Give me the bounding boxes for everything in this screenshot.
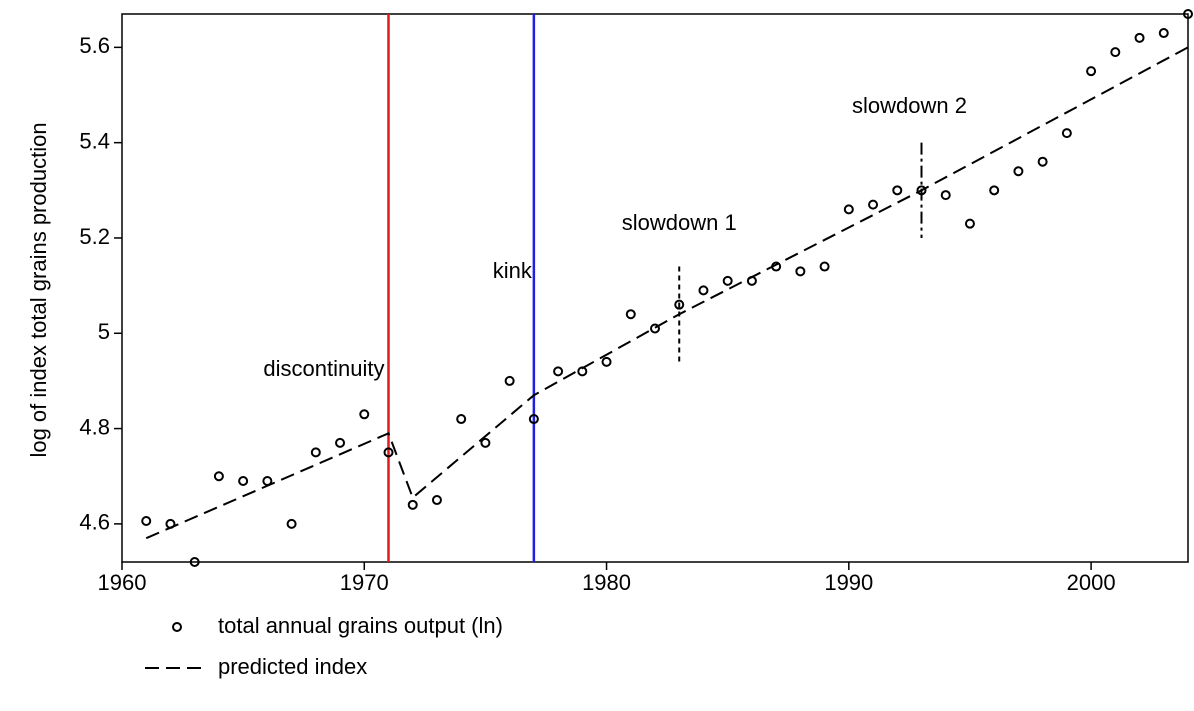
data-point xyxy=(868,199,879,210)
x-tick-label: 1980 xyxy=(582,570,631,595)
data-point xyxy=(1013,166,1024,177)
data-point xyxy=(189,557,200,567)
data-point xyxy=(989,185,1000,196)
data-point xyxy=(431,495,442,506)
data-point xyxy=(504,375,515,386)
legend-symbol xyxy=(172,622,182,632)
data-point xyxy=(213,471,224,482)
data-point xyxy=(335,437,346,448)
data-point xyxy=(746,275,757,286)
data-point xyxy=(310,447,321,458)
data-point xyxy=(286,518,297,529)
data-point xyxy=(601,356,612,367)
data-point xyxy=(722,275,733,286)
data-point xyxy=(359,409,370,420)
data-point xyxy=(528,414,539,425)
y-tick-label: 4.8 xyxy=(79,414,110,439)
data-point xyxy=(843,204,854,215)
x-tick-label: 2000 xyxy=(1067,570,1116,595)
data-point xyxy=(964,218,975,229)
y-tick-label: 5.6 xyxy=(79,33,110,58)
x-tick-label: 1960 xyxy=(98,570,147,595)
data-point xyxy=(795,266,806,277)
data-point xyxy=(238,475,249,486)
data-point xyxy=(141,516,152,527)
data-point xyxy=(553,366,564,377)
data-point xyxy=(674,299,685,310)
data-point xyxy=(650,323,660,334)
data-point xyxy=(1134,32,1145,43)
data-point xyxy=(1086,66,1097,77)
event-label: kink xyxy=(493,258,533,283)
data-point xyxy=(1158,28,1169,39)
y-tick-label: 5 xyxy=(98,319,110,344)
data-point xyxy=(1037,156,1048,167)
data-point xyxy=(1061,128,1072,139)
event-label: slowdown 2 xyxy=(852,93,967,118)
x-tick-label: 1990 xyxy=(824,570,873,595)
x-tick-label: 1970 xyxy=(340,570,389,595)
data-point xyxy=(771,261,782,272)
legend-label: predicted index xyxy=(218,654,367,679)
predicted-line xyxy=(145,46,1189,540)
plot-frame xyxy=(121,13,1189,563)
legend-label: total annual grains output (ln) xyxy=(218,613,503,638)
data-point xyxy=(940,190,951,201)
data-point xyxy=(892,185,903,196)
data-point xyxy=(1183,9,1193,19)
y-axis-label: log of index total grains production xyxy=(26,122,51,457)
data-point xyxy=(625,309,636,320)
data-point xyxy=(262,475,273,486)
data-point xyxy=(1110,47,1121,58)
data-point xyxy=(456,414,467,425)
data-point xyxy=(480,437,491,448)
data-point xyxy=(916,185,927,196)
data-point xyxy=(165,518,176,529)
y-tick-label: 5.4 xyxy=(79,128,110,153)
data-point xyxy=(819,261,830,272)
y-tick-label: 5.2 xyxy=(79,224,110,249)
event-label: slowdown 1 xyxy=(622,210,737,235)
data-point xyxy=(383,447,394,458)
event-label: discontinuity xyxy=(263,356,384,381)
data-point xyxy=(698,285,709,296)
data-point xyxy=(407,499,418,510)
y-tick-label: 4.6 xyxy=(79,510,110,535)
data-point xyxy=(577,366,588,377)
